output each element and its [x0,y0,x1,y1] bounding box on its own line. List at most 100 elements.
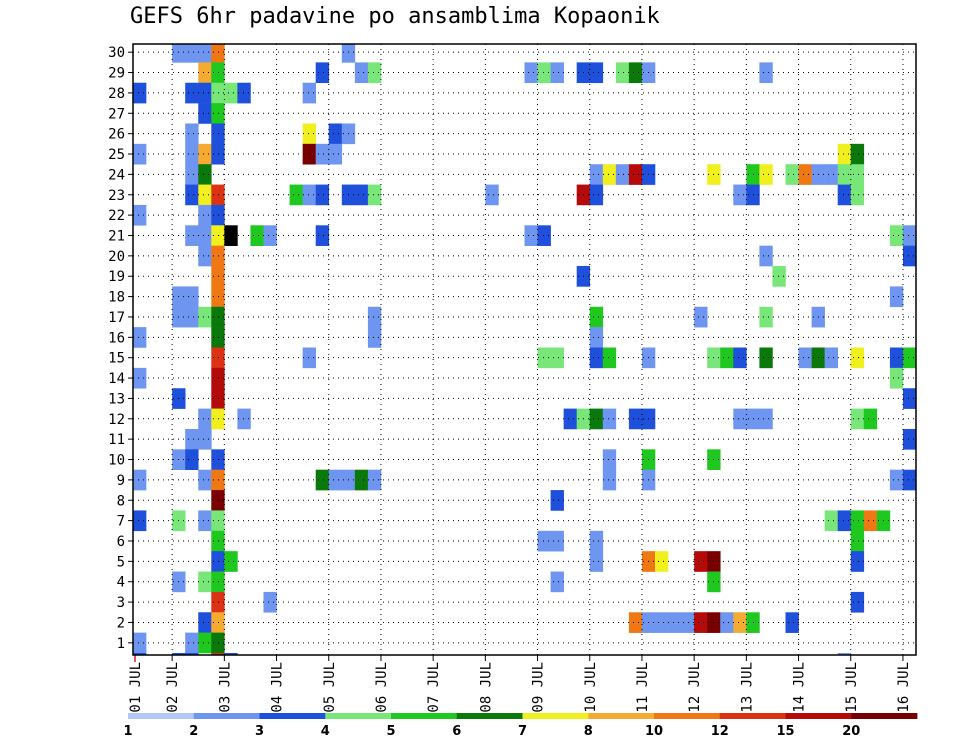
colorbar-swatch [654,713,721,719]
heatmap-cell [589,347,604,369]
heatmap-cell [537,530,551,552]
heatmap-cell [211,571,225,593]
heatmap-cell [133,204,147,226]
heatmap-cell [211,612,225,633]
heatmap-cell [759,62,773,84]
heatmap-cell [733,408,747,430]
heatmap-cell [198,612,212,633]
heatmap-cell [315,62,330,84]
colorbar-label: 6 [452,724,461,739]
heatmap-cell [133,653,147,656]
heatmap-cell [550,571,564,593]
heatmap-cell [211,44,225,63]
heatmap-cell [759,245,773,267]
heatmap-cell [211,408,225,430]
heatmap-cell [211,632,225,654]
heatmap-cell [198,62,212,84]
heatmap-cell [302,143,316,165]
y-tick-label: 17 [108,310,125,326]
heatmap-cell [198,103,212,124]
colorbar-label: 15 [776,724,794,739]
heatmap-cell [133,327,147,348]
heatmap-cell [237,82,251,104]
heatmap-cell [198,510,212,532]
axes: 1234567891011121314151617181920212223242… [108,43,917,713]
y-tick-label: 30 [108,45,125,61]
colorbar-swatch [588,713,655,719]
x-tick-label: 03 JUL [217,662,233,713]
heatmap-cell [133,510,147,532]
heatmap-cell [889,367,904,389]
x-tick-label: 07 JUL [426,662,442,713]
heatmap-cell [837,653,852,656]
colorbar-swatch [785,713,852,719]
heatmap-cell [628,612,643,633]
colorbar-swatch [325,713,392,719]
heatmap-cell [315,225,330,246]
heatmap-cell [211,490,225,511]
heatmap-cell [198,408,212,430]
heatmap-cell [589,551,604,572]
colorbar-swatch [128,713,195,719]
y-tick-label: 16 [108,330,125,346]
plot-frame [132,43,917,656]
heatmap-cell [837,164,852,185]
heatmap-cell [850,408,865,430]
heatmap-cell [615,62,630,84]
y-tick-label: 12 [108,412,125,428]
heatmap-cell [837,143,852,165]
heatmap-cell [628,164,643,185]
heatmap-cell [185,428,199,450]
y-tick-label: 15 [108,351,125,367]
x-tick-label: 10 JUL [583,662,599,713]
heatmap-cell [185,44,199,63]
y-tick-label: 22 [108,208,125,224]
heatmap-cell [211,245,225,267]
x-tick-label: 04 JUL [270,662,286,713]
heatmap-cell [602,347,617,369]
heatmap-cell [798,347,812,369]
heatmap-cell [224,653,238,656]
heatmap-cell [211,530,225,552]
heatmap-cell [185,123,199,145]
colorbar-swatch [719,713,786,719]
heatmap-cell [302,82,316,104]
heatmap-cell [602,164,617,185]
heatmap-cell [850,164,865,185]
heatmap-cell [198,44,212,63]
heatmap-cell [185,653,199,656]
heatmap-cell [172,653,186,656]
colorbar-swatch [522,713,589,719]
heatmap-cell [328,143,343,165]
heatmap-cell [224,225,238,246]
heatmap-cell [733,612,747,633]
heatmap-cell [889,469,904,491]
y-tick-label: 13 [108,391,125,407]
heatmap-cell [889,225,904,246]
colorbar-label: 12 [711,724,729,739]
grid-lines [133,44,916,655]
heatmap-cell [602,469,617,491]
heatmap-cell [850,184,865,206]
colorbar-swatch [391,713,458,719]
heatmap-cell [367,62,382,84]
heatmap-cell [315,469,330,491]
heatmap-cell [198,204,212,226]
heatmap-cell [172,44,186,63]
y-tick-label: 4 [117,575,125,591]
heatmap-cell [211,103,225,124]
heatmap-cell [563,408,577,430]
heatmap-cell [211,449,225,470]
heatmap-cell [211,367,225,389]
heatmap-cell [759,306,773,328]
heatmap-cell [694,551,708,572]
heatmap-cell [211,266,225,287]
heatmap-cell [354,184,369,206]
heatmap-cell [198,143,212,165]
colorbar-label: 10 [645,724,663,739]
heatmap-cell [550,490,564,511]
colorbar-label: 8 [584,724,593,739]
heatmap-cell [837,184,852,206]
y-tick-label: 8 [117,493,125,509]
y-tick-label: 27 [108,106,125,122]
